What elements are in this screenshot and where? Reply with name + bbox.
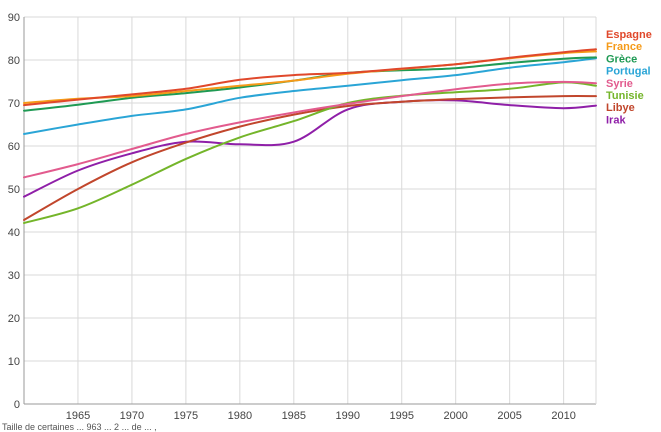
- series-line-irak: [23, 99, 597, 198]
- series-lines: [23, 48, 597, 224]
- series-line-tunisie: [23, 81, 597, 224]
- y-tick-label: 0: [14, 399, 20, 411]
- x-tick-label: 1975: [174, 410, 198, 422]
- x-tick-label: 1980: [228, 410, 252, 422]
- x-tick-label: 2010: [551, 410, 575, 422]
- x-tick-label: 2000: [443, 410, 467, 422]
- legend: EspagneFranceGrècePortugalSyrieTunisieLi…: [606, 29, 652, 126]
- series-line-libye: [23, 95, 597, 221]
- series-line-portugal: [23, 57, 597, 135]
- x-tick-label: 1995: [389, 410, 413, 422]
- legend-item-tunisie: Tunisie: [606, 90, 644, 102]
- y-tick-label: 50: [8, 184, 20, 196]
- series-line-syrie: [23, 80, 597, 179]
- y-tick-label: 40: [8, 227, 20, 239]
- y-tick-label: 60: [8, 141, 20, 153]
- legend-item-irak: Irak: [606, 114, 626, 126]
- y-tick-label: 90: [8, 12, 20, 24]
- y-tick-label: 70: [8, 98, 20, 110]
- axes: [23, 17, 597, 405]
- y-tick-label: 80: [8, 55, 20, 67]
- legend-item-portugal: Portugal: [606, 66, 651, 78]
- y-tick-label: 30: [8, 270, 20, 282]
- x-axis-tick-labels: 1965 1970 1975 1980 1985 1990 1995 2000 2005 2010: [66, 410, 576, 422]
- legend-item-espagne: Espagne: [606, 29, 652, 41]
- x-tick-label: 1990: [336, 410, 360, 422]
- x-tick-label: 1965: [66, 410, 90, 422]
- legend-item-syrie: Syrie: [606, 78, 633, 90]
- x-tick-label: 1985: [282, 410, 306, 422]
- y-axis-tick-labels: 0 10 20 30 40 50 60 70 80 90: [8, 12, 20, 411]
- footer-note: Taille de certaines ... 963 ... 2 ... de…: [2, 422, 157, 432]
- y-tick-label: 20: [8, 313, 20, 325]
- legend-item-libye: Libye: [606, 102, 635, 114]
- x-tick-label: 2005: [497, 410, 521, 422]
- y-tick-label: 10: [8, 356, 20, 368]
- series-line-espagne: [23, 48, 597, 107]
- legend-item-france: France: [606, 41, 642, 53]
- legend-item-grece: Grèce: [606, 53, 637, 65]
- grid-lines: [24, 16, 596, 405]
- x-tick-label: 1970: [120, 410, 144, 422]
